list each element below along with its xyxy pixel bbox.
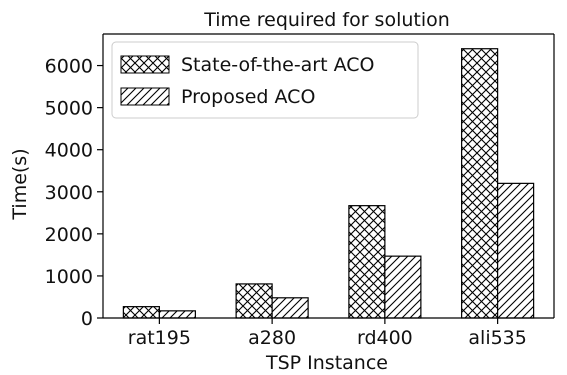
legend-label-state-of-the-art: State-of-the-art ACO (181, 54, 375, 76)
chart-title: Time required for solution (203, 9, 450, 31)
y-tick-label: 3000 (45, 182, 93, 204)
bar-state-of-the-art-rd400 (348, 205, 386, 319)
legend-swatch-proposed (120, 87, 170, 106)
bar-state-of-the-art-rat195 (122, 306, 160, 319)
y-tick-label: 1000 (45, 266, 93, 288)
y-axis-label: Time(s) (9, 148, 31, 220)
y-tick-label: 4000 (45, 140, 93, 162)
x-tick-label: ali535 (468, 327, 526, 349)
x-tick-label: rat195 (128, 327, 191, 349)
x-tick-label: a280 (248, 327, 296, 349)
bar-proposed-rd400 (384, 255, 422, 319)
legend-label-proposed: Proposed ACO (181, 86, 315, 108)
y-tick-label: 6000 (45, 56, 93, 78)
bar-state-of-the-art-a280 (235, 283, 273, 319)
bar-state-of-the-art-ali535 (461, 48, 499, 319)
y-tick-label: 5000 (45, 98, 93, 120)
plot-area: 0 1000 2000 3000 4000 5000 6000 rat195 a280 rd400… (45, 33, 555, 349)
x-tick-label: rd400 (357, 327, 413, 349)
bar-proposed-a280 (271, 297, 309, 319)
legend: State-of-the-art ACO Proposed ACO (111, 41, 419, 119)
x-axis-label: TSP Instance (265, 352, 388, 374)
legend-swatch-state-of-the-art (120, 55, 170, 74)
bar-proposed-rat195 (158, 310, 196, 319)
y-tick-label: 0 (81, 308, 93, 330)
y-tick-label: 2000 (45, 224, 93, 246)
bar-proposed-ali535 (497, 182, 535, 319)
legend-box (111, 41, 419, 119)
